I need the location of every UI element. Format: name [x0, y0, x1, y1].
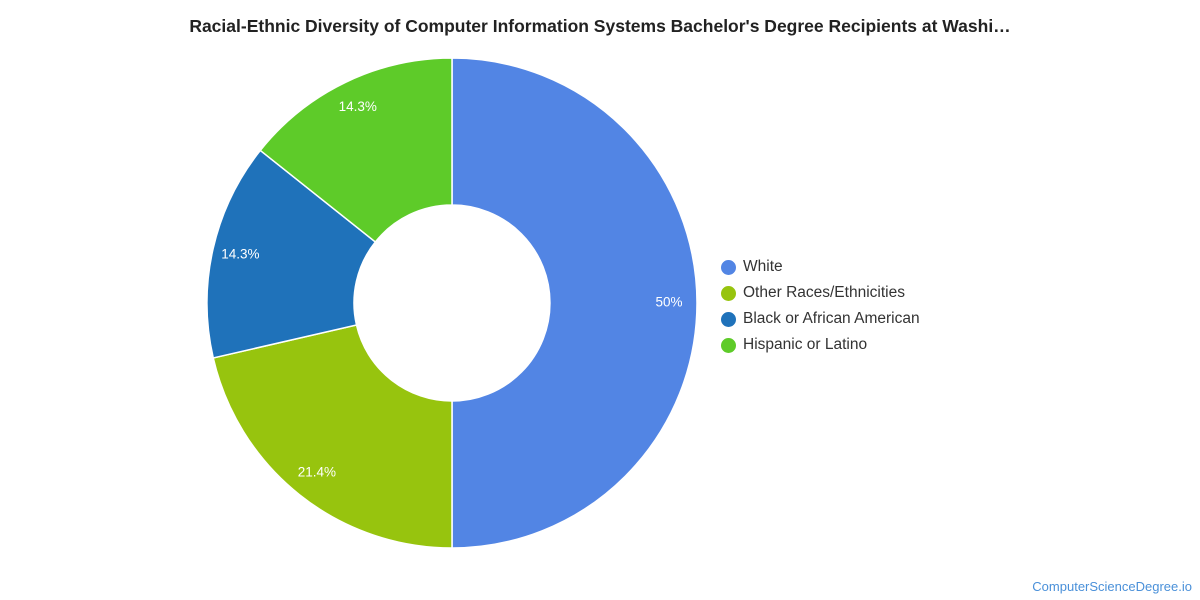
legend-label: Black or African American [743, 310, 920, 327]
slice-value-label: 50% [655, 295, 682, 310]
legend-swatch [721, 337, 736, 353]
chart-title: Racial-Ethnic Diversity of Computer Info… [189, 16, 1011, 36]
legend-swatch [721, 285, 736, 301]
legend-item[interactable]: Hispanic or Latino [721, 332, 920, 358]
source-credit-link[interactable]: ComputerScienceDegree.io [1032, 579, 1192, 594]
donut-slice-hispanic-or-latino[interactable] [259, 57, 453, 244]
legend-label: Hispanic or Latino [743, 336, 868, 353]
legend-label: Other Races/Ethnicities [743, 284, 905, 301]
legend-item[interactable]: Black or African American [721, 306, 920, 332]
legend-item[interactable]: Other Races/Ethnicities [721, 280, 920, 306]
slice-value-label: 14.3% [221, 247, 259, 262]
slice-value-label: 21.4% [298, 464, 336, 479]
donut-slice-black-or-african-american[interactable] [206, 149, 377, 359]
donut-slice-other-races-ethnicities[interactable] [212, 324, 453, 549]
legend-swatch [721, 259, 736, 275]
legend-label: White [743, 258, 783, 275]
legend-swatch [721, 311, 736, 327]
legend-item[interactable]: White [721, 254, 920, 280]
slice-value-label: 14.3% [339, 99, 377, 114]
chart-legend: White Other Races/Ethnicities Black or Afr… [721, 254, 920, 358]
donut-slice-white[interactable] [451, 57, 698, 549]
